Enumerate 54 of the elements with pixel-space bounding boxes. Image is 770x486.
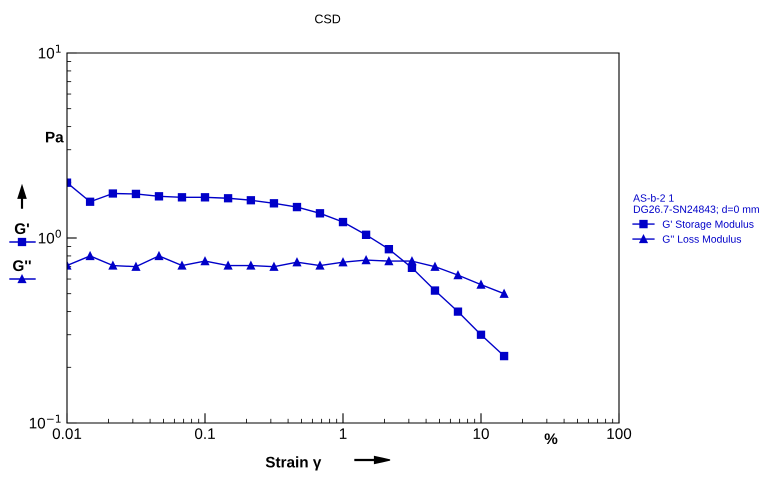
point [430,262,440,271]
y-tick-label: 10$^{1}$ [38,44,61,59]
x-tick-label: 0.01 [52,428,82,440]
point [362,256,370,264]
x-axis-title: Strain γ [266,456,322,471]
point [362,230,370,240]
point [384,245,394,254]
point [270,262,278,271]
point [384,256,394,266]
point [316,261,324,270]
point [454,270,462,280]
point [132,262,140,271]
text: G' [14,223,29,234]
point [454,307,462,316]
point [270,199,278,208]
point [292,202,302,212]
y-tick-label: 10$^{0}$ [38,230,61,244]
point [108,261,118,270]
point [86,252,94,260]
point [224,194,232,202]
x-tick-label: 10 [474,428,489,440]
point [408,256,416,266]
point [476,280,486,289]
chart-title: CSD [315,14,340,24]
text: % [544,433,558,444]
point [338,218,348,226]
point [500,352,508,360]
point [316,209,324,218]
point [292,258,302,266]
y-tick-label: 10$^{−1}$ [30,414,61,429]
point [476,330,486,339]
point [86,198,94,206]
legend-label: G' Storage Modulus [662,220,754,230]
y-axis-title: Pa [46,132,64,142]
point [154,252,164,260]
point [200,256,210,266]
point [500,290,508,298]
x-tick-label: 1 [340,428,347,439]
point [430,286,440,295]
point [224,261,232,270]
point [338,258,348,266]
x-tick-label: 0.1 [194,428,215,440]
legend-title: AS-b-2 1 DG26.7-SN24843; d=0 mm [633,194,759,214]
point [154,192,164,200]
point [200,193,210,202]
point [246,196,256,204]
legend-label: G'' Loss Modulus [662,235,742,243]
x-tick-label: 100 [607,428,632,440]
point [178,261,186,270]
point [132,190,140,198]
point [178,193,186,202]
point [246,261,256,270]
point [108,189,118,198]
text: G'' [13,260,31,272]
